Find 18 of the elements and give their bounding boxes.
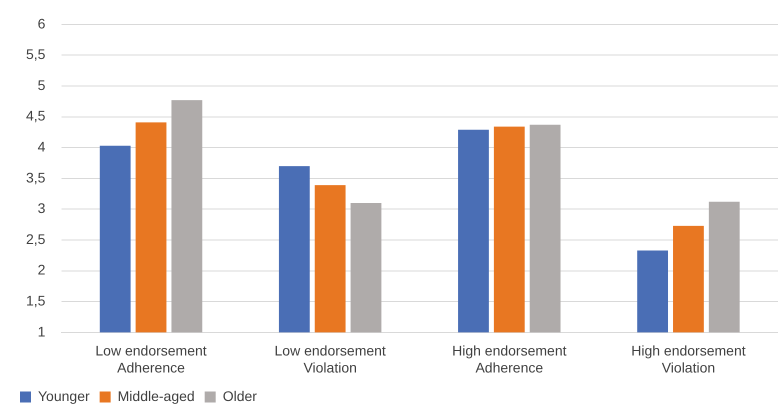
y-tick-label: 4,5 bbox=[26, 108, 46, 124]
y-tick-label: 1,5 bbox=[26, 292, 46, 308]
y-tick-label: 1 bbox=[38, 323, 46, 340]
y-tick-label: 6 bbox=[38, 15, 46, 32]
y-tick-label: 3,5 bbox=[26, 169, 46, 186]
y-tick-label: 2 bbox=[38, 262, 46, 278]
legend-label: Older bbox=[222, 388, 258, 404]
x-tick-label: Low endorsement Violation bbox=[274, 342, 386, 376]
legend-label: Younger bbox=[38, 388, 90, 404]
x-tick-label: High endorsement Violation bbox=[631, 342, 746, 376]
x-tick-label: High endorsement Adherence bbox=[452, 342, 567, 376]
y-tick-label: 5 bbox=[38, 76, 46, 93]
y-tick-label: 4 bbox=[38, 138, 46, 154]
y-tick-label: 3 bbox=[38, 200, 46, 216]
x-tick-label: Low endorsement Adherence bbox=[95, 342, 207, 376]
legend-label: Middle-aged bbox=[118, 388, 195, 404]
y-tick-label: 2,5 bbox=[26, 230, 46, 247]
y-tick-label: 5,5 bbox=[26, 46, 46, 62]
